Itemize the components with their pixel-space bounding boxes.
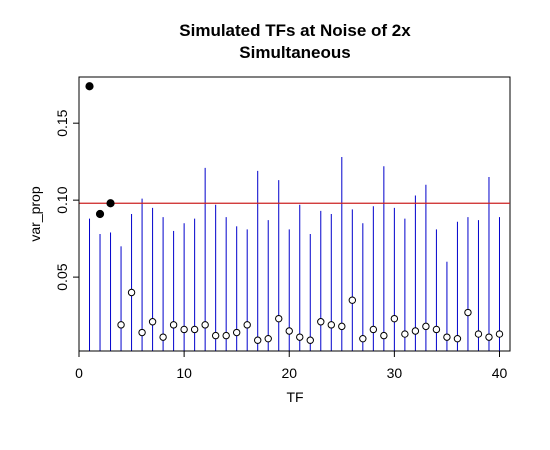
point-28 <box>369 325 378 334</box>
y-tick-label-0.05: 0.05 <box>54 263 70 290</box>
plot-area <box>78 76 511 352</box>
point-26 <box>348 296 357 304</box>
x-axis-label: TF <box>286 389 303 405</box>
point-4 <box>117 321 125 329</box>
point-1 <box>85 82 94 91</box>
point-19 <box>275 314 283 323</box>
point-11 <box>190 325 199 334</box>
y-axis: 0.05 0.10 0.15 <box>54 109 80 291</box>
chart-title-line-2: Simultaneous <box>239 43 350 62</box>
point-35 <box>443 333 451 341</box>
point-7 <box>148 318 157 326</box>
y-tick-label-0.15: 0.15 <box>54 109 70 136</box>
point-36 <box>453 334 462 343</box>
point-9 <box>169 321 178 329</box>
point-3 <box>106 199 115 208</box>
point-13 <box>211 331 220 340</box>
point-39 <box>485 333 493 341</box>
point-6 <box>138 328 146 337</box>
point-27 <box>359 334 367 343</box>
point-31 <box>401 330 409 338</box>
point-29 <box>380 331 388 340</box>
point-40 <box>495 330 504 338</box>
point-18 <box>264 334 272 343</box>
point-15 <box>232 328 241 337</box>
point-5 <box>127 288 136 297</box>
x-tick-label-40: 40 <box>492 365 508 381</box>
point-21 <box>296 333 304 341</box>
chart-title-line-1: Simulated TFs at Noise of 2x <box>179 21 411 40</box>
point-20 <box>285 327 293 335</box>
point-37 <box>464 308 472 317</box>
x-tick-label-30: 30 <box>387 365 403 381</box>
point-38 <box>474 330 483 338</box>
point-34 <box>432 325 441 334</box>
spike-series <box>89 157 500 351</box>
x-tick-label-0: 0 <box>75 365 83 381</box>
x-axis: 0 10 20 30 40 <box>75 350 508 381</box>
point-2 <box>95 209 105 219</box>
point-8 <box>159 333 167 341</box>
point-12 <box>201 321 209 329</box>
point-10 <box>180 325 188 334</box>
point-series <box>85 82 504 344</box>
point-33 <box>422 322 430 331</box>
x-tick-label-10: 10 <box>176 365 192 381</box>
point-32 <box>411 327 420 335</box>
point-17 <box>254 336 262 344</box>
point-23 <box>317 318 325 326</box>
point-22 <box>306 336 314 344</box>
x-tick-label-20: 20 <box>281 365 297 381</box>
point-24 <box>327 321 335 329</box>
y-tick-label-0.1: 0.10 <box>54 186 70 213</box>
point-30 <box>390 314 399 323</box>
y-axis-label: var_prop <box>27 186 43 241</box>
point-16 <box>243 321 251 329</box>
point-25 <box>338 322 346 331</box>
point-14 <box>222 331 230 340</box>
